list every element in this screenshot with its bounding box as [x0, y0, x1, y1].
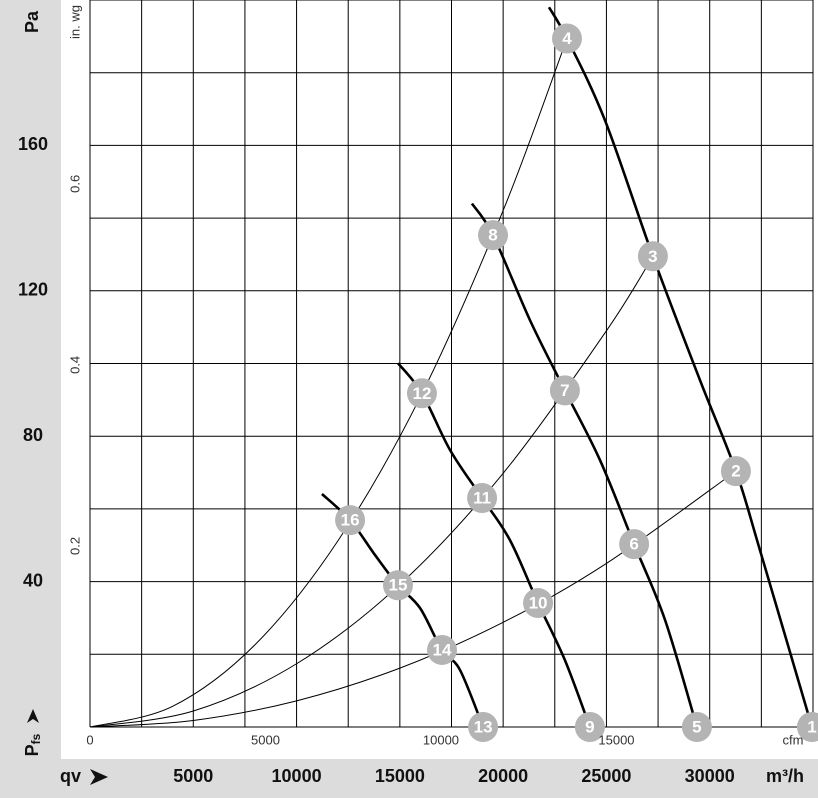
- y-arrow: [27, 709, 39, 723]
- point-label: 11: [473, 488, 491, 507]
- x-tick-label: 25000: [581, 766, 631, 786]
- point-marker: [467, 482, 498, 513]
- left-band: [0, 0, 61, 798]
- bottom-band: [0, 759, 818, 798]
- system-curve: [89, 38, 568, 728]
- x-tick-label: 30000: [685, 766, 735, 786]
- y2-tick-label: 0.2: [67, 537, 82, 555]
- y-tick-label: 120: [18, 280, 48, 300]
- fan-curve: [396, 362, 592, 728]
- point-label: 12: [412, 384, 431, 403]
- point-label: 9: [585, 717, 594, 736]
- point-label: 1: [807, 717, 816, 736]
- fan-curve: [547, 6, 814, 728]
- x2-tick-label: 0: [86, 732, 93, 747]
- point-marker: [335, 505, 366, 536]
- y-tick-label: 160: [18, 134, 48, 154]
- point-marker: [382, 570, 413, 601]
- x-arrow: [90, 769, 108, 785]
- y2-tick-label: 0.6: [67, 175, 82, 193]
- point-marker: [468, 712, 499, 742]
- point-marker: [478, 220, 509, 251]
- y-quantity: Pfs: [22, 733, 43, 756]
- point-marker: [574, 712, 605, 742]
- point-label: 2: [731, 462, 740, 481]
- point-label: 15: [389, 576, 408, 595]
- y2-tick-label: 0.4: [67, 356, 82, 374]
- y-tick-label: 40: [23, 570, 43, 590]
- x-tick-label: 10000: [272, 766, 322, 786]
- x2-tick-label: 15000: [598, 732, 634, 747]
- x-axis-label: m³/h: [766, 766, 804, 786]
- point-label: 8: [488, 226, 497, 245]
- point-marker: [619, 529, 650, 560]
- point-marker: [549, 375, 580, 406]
- y-symbol: P: [22, 744, 42, 756]
- point-marker: [426, 634, 457, 665]
- system-curve: [89, 256, 654, 728]
- x-tick-label: 20000: [478, 766, 528, 786]
- point-marker: [523, 588, 554, 619]
- x-tick-label: 5000: [173, 766, 213, 786]
- point-label: 13: [474, 717, 493, 736]
- fan-curve: [470, 202, 699, 728]
- point-label: 7: [560, 381, 569, 400]
- point-label: 10: [529, 594, 548, 613]
- point-marker: [406, 378, 437, 409]
- x2-tick-label: 10000: [423, 732, 459, 747]
- point-marker: [637, 241, 668, 272]
- point-marker: [796, 712, 818, 742]
- point-marker: [551, 23, 582, 54]
- y-subscript: fs: [29, 733, 43, 744]
- point-label: 5: [692, 717, 701, 736]
- point-label: 6: [629, 535, 638, 554]
- point-label: 16: [341, 511, 360, 530]
- point-label: 4: [562, 29, 572, 48]
- x-quantity: qv: [60, 766, 81, 786]
- y-tick-label: 80: [23, 425, 43, 445]
- point-label: 3: [648, 247, 657, 266]
- point-marker: [681, 712, 712, 742]
- point-marker: [720, 456, 751, 487]
- x2-axis-label: cfm: [783, 732, 804, 747]
- x-tick-label: 15000: [375, 766, 425, 786]
- y2-axis-label: in. wg: [67, 5, 82, 39]
- y-axis-label: Pa: [22, 10, 42, 33]
- system-curve: [89, 470, 737, 728]
- point-label: 14: [433, 640, 452, 659]
- x2-tick-label: 5000: [251, 732, 280, 747]
